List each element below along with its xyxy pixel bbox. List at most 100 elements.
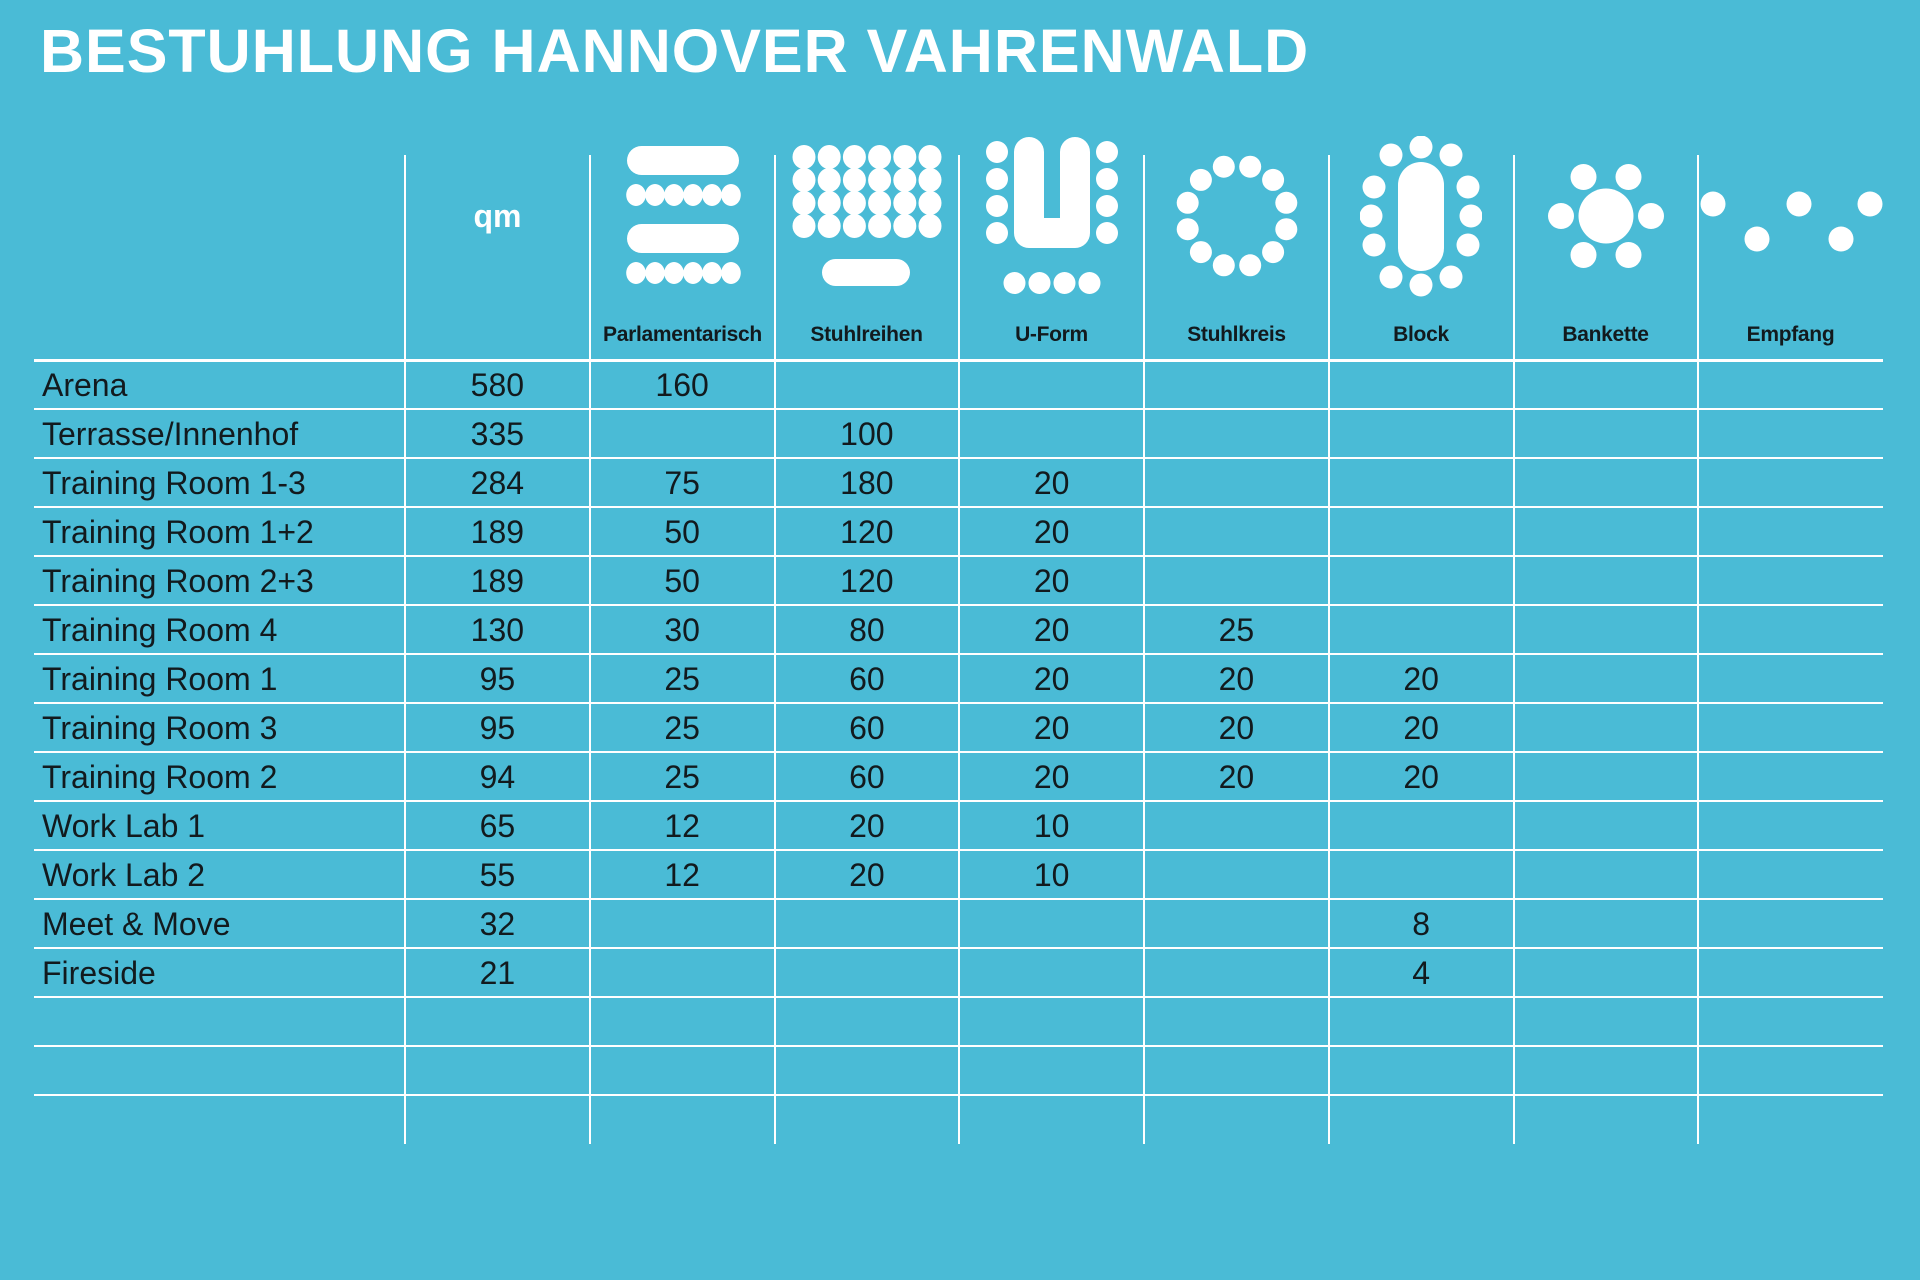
capacity-value: [1698, 654, 1883, 703]
qm-value: 189: [470, 514, 525, 550]
capacity-value: 50: [664, 514, 700, 550]
table-row: Training Room 2 94 25 60 20 20 20: [0, 752, 1883, 801]
qm-value: [405, 1046, 590, 1095]
capacity-value: [590, 948, 775, 997]
capacity-value: [1514, 507, 1699, 556]
qm-value: 335: [470, 416, 525, 452]
capacity-value: 100: [840, 416, 894, 452]
table-row: Meet & Move 32 8: [0, 899, 1883, 948]
column-separator-line: [958, 155, 961, 1144]
capacity-value: 30: [664, 612, 700, 648]
capacity-value: [1698, 1046, 1883, 1095]
capacity-value: [1144, 556, 1329, 605]
column-label-empfang: Empfang: [1746, 323, 1835, 346]
qm-value: 95: [479, 661, 516, 697]
table-row: [0, 1095, 1883, 1144]
qm-value: 580: [470, 367, 525, 403]
capacity-value: 20: [1218, 661, 1255, 697]
capacity-value: [1144, 458, 1329, 507]
table-row: Fireside 21 4: [0, 948, 1883, 997]
capacity-value: 120: [840, 563, 894, 599]
capacity-value: 20: [1403, 759, 1439, 795]
capacity-value: 10: [1033, 857, 1070, 893]
capacity-value: 12: [664, 808, 700, 844]
capacity-value: [959, 997, 1144, 1046]
capacity-value: [1698, 801, 1883, 850]
qm-value: 130: [470, 612, 525, 648]
capacity-value: 20: [1218, 759, 1255, 795]
table-row: Training Room 1+2 189 50 120 20: [0, 507, 1883, 556]
capacity-value: 180: [840, 465, 894, 501]
capacity-value: 25: [1218, 612, 1255, 648]
qm-value: 189: [470, 563, 525, 599]
column-separator-line: [404, 155, 406, 1144]
capacity-value: [1329, 360, 1514, 409]
room-name: Work Lab 1: [42, 808, 206, 844]
capacity-value: [959, 409, 1144, 458]
capacity-value: 25: [664, 759, 700, 795]
capacity-value: 20: [1033, 514, 1070, 550]
capacity-value: [1698, 703, 1883, 752]
capacity-value: [1514, 654, 1699, 703]
column-header-u-form: [959, 122, 1144, 310]
capacity-value: [959, 1095, 1144, 1144]
capacity-value: [590, 1095, 775, 1144]
capacity-value: 8: [1412, 906, 1431, 942]
capacity-value: [1514, 1095, 1699, 1144]
room-name: Terrasse/Innenhof: [42, 416, 299, 452]
column-header-stuhlreihen: [774, 122, 959, 310]
qm-value: 32: [479, 906, 516, 942]
room-name: Work Lab 2: [42, 857, 206, 893]
capacity-value: 20: [1033, 759, 1070, 795]
qm-value: [405, 997, 590, 1046]
qm-value: [405, 1095, 590, 1144]
capacity-value: 20: [849, 808, 885, 844]
capacity-value: 25: [664, 710, 700, 746]
capacity-value: [1144, 850, 1329, 899]
column-separator-line: [773, 155, 776, 1144]
capacity-value: [1698, 948, 1883, 997]
room-name: Training Room 1: [42, 661, 278, 697]
capacity-value: [1514, 997, 1699, 1046]
column-header-qm: qm: [405, 122, 590, 310]
capacity-value: [590, 997, 775, 1046]
capacity-value: [1329, 409, 1514, 458]
column-separator-line: [1327, 155, 1330, 1144]
column-separator-line: [1697, 155, 1700, 1144]
column-separator-line: [588, 155, 591, 1144]
capacity-value: [1329, 605, 1514, 654]
block-icon: [1360, 135, 1482, 296]
capacity-value: [1329, 1046, 1514, 1095]
capacity-value: [1144, 507, 1329, 556]
page-title: BESTUHLUNG HANNOVER VAHRENWALD: [40, 17, 1310, 85]
capacity-value: [1698, 556, 1883, 605]
empfang-icon: [1700, 191, 1882, 252]
capacity-value: [590, 899, 775, 948]
capacity-value: [1514, 556, 1699, 605]
capacity-value: 120: [840, 514, 894, 550]
table-row: Training Room 1 95 25 60 20 20 20: [0, 654, 1883, 703]
table-row: Training Room 4 130 30 80 20 25: [0, 605, 1883, 654]
capacity-value: 20: [1403, 710, 1439, 746]
column-label-stuhlreihen: Stuhlreihen: [810, 323, 923, 346]
capacity-value: [1329, 507, 1514, 556]
parlamentarisch-icon: [625, 146, 741, 284]
table-row: Arena 580 160: [0, 360, 1883, 409]
qm-value: 94: [479, 759, 516, 795]
column-header-stuhlkreis: [1144, 122, 1329, 310]
capacity-value: [1329, 801, 1514, 850]
capacity-value: 60: [849, 710, 885, 746]
column-header-empfang: [1698, 122, 1883, 310]
capacity-value: 160: [655, 367, 709, 403]
column-label-block: Block: [1393, 323, 1449, 346]
capacity-value: [959, 1046, 1144, 1095]
column-header-bankette: [1513, 122, 1698, 310]
table-row: [0, 997, 1883, 1046]
capacity-value: 20: [1033, 612, 1070, 648]
capacity-value: 10: [1033, 808, 1070, 844]
table-row: Terrasse/Innenhof 335 100: [0, 409, 1883, 458]
capacity-value: [1329, 850, 1514, 899]
capacity-value: [1698, 752, 1883, 801]
capacity-value: 25: [664, 661, 700, 697]
